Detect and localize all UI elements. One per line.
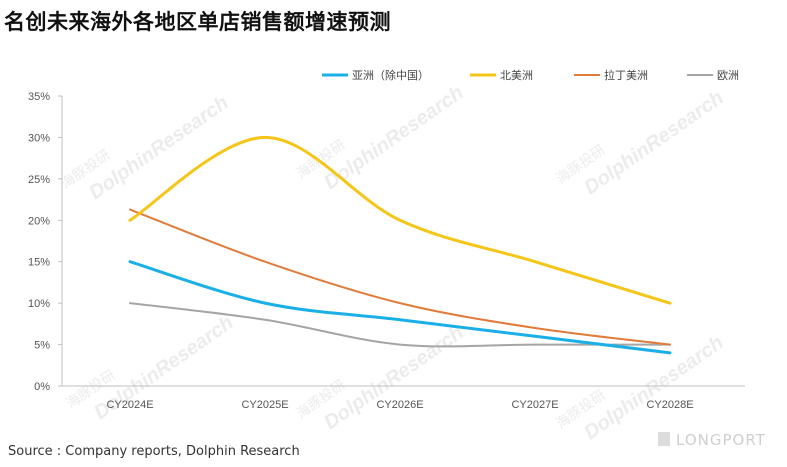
y-tick-label: 25% — [28, 174, 50, 186]
y-tick-label: 0% — [34, 381, 50, 393]
y-tick-label: 5% — [34, 340, 50, 352]
watermark-text: DolphinResearch — [85, 92, 232, 204]
series-line-1 — [128, 260, 672, 355]
chart-title: 名创未来海外各地区单店销售额增速预测 — [4, 10, 391, 34]
legend-label: 北美洲 — [500, 69, 533, 82]
legend-label: 亚洲（除中国） — [352, 68, 429, 82]
chart-axes: 0% 5% 10% 15% 20% 25% 30% 35% CY2024E CY2025E CY20… — [28, 91, 745, 411]
watermark-text: DolphinResearch — [580, 332, 727, 444]
y-tick-label: 30% — [28, 132, 50, 144]
y-tick-label: 35% — [28, 91, 50, 103]
y-tick-label: 15% — [28, 257, 50, 269]
series-line-4 — [129, 302, 671, 348]
x-tick-label: CY2024E — [106, 399, 153, 411]
series-line-3 — [129, 208, 671, 346]
series-layer — [128, 135, 672, 355]
chart-legend: 亚洲（除中国） 北美洲 拉丁美洲 欧洲 — [322, 68, 739, 82]
x-tick-label: CY2025E — [241, 399, 288, 411]
watermark-text: DolphinResearch — [580, 87, 727, 199]
y-tick-label: 20% — [28, 215, 50, 227]
y-tick-label: 10% — [28, 298, 50, 310]
series-line-2 — [128, 135, 672, 305]
brand-logo: LONGPORT — [676, 431, 766, 449]
source-note: Source : Company reports, Dolphin Resear… — [8, 444, 300, 459]
x-tick-label: CY2026E — [376, 399, 423, 411]
x-tick-label: CY2027E — [511, 399, 558, 411]
legend-label: 拉丁美洲 — [604, 68, 648, 82]
longport-logo-icon — [658, 432, 670, 446]
legend-label: 欧洲 — [717, 69, 739, 82]
x-tick-label: CY2028E — [646, 399, 693, 411]
watermark-text: DolphinResearch — [320, 322, 467, 434]
